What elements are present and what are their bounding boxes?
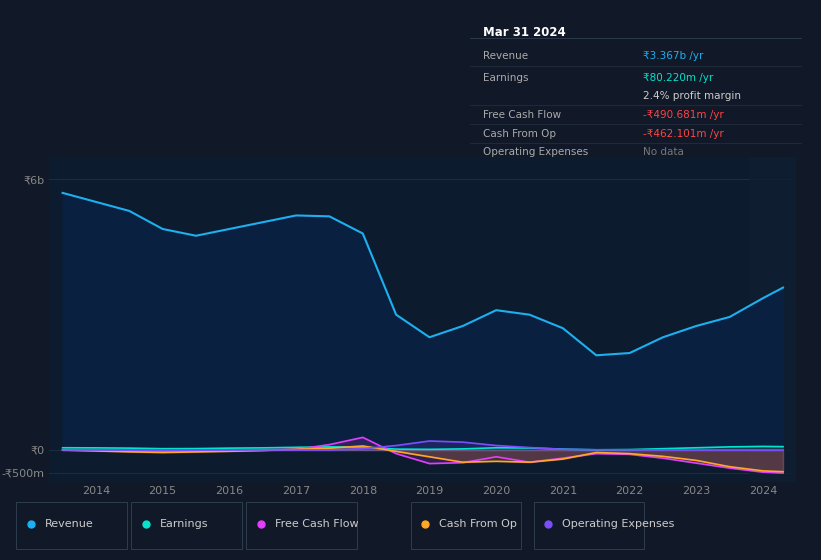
Text: Free Cash Flow: Free Cash Flow	[483, 110, 561, 120]
Text: Earnings: Earnings	[483, 73, 529, 83]
Text: Free Cash Flow: Free Cash Flow	[275, 519, 359, 529]
Text: ₹3.367b /yr: ₹3.367b /yr	[643, 51, 703, 60]
Text: ₹80.220m /yr: ₹80.220m /yr	[643, 73, 713, 83]
Text: Mar 31 2024: Mar 31 2024	[483, 26, 566, 39]
Text: No data: No data	[643, 147, 683, 157]
Bar	[750, 157, 796, 482]
Text: -₹490.681m /yr: -₹490.681m /yr	[643, 110, 723, 120]
Text: Operating Expenses: Operating Expenses	[483, 147, 588, 157]
Text: Earnings: Earnings	[160, 519, 209, 529]
Text: Revenue: Revenue	[483, 51, 528, 60]
Text: 2.4% profit margin: 2.4% profit margin	[643, 91, 741, 101]
Text: Cash From Op: Cash From Op	[439, 519, 517, 529]
Text: Revenue: Revenue	[45, 519, 94, 529]
Text: -₹462.101m /yr: -₹462.101m /yr	[643, 129, 723, 139]
Text: Operating Expenses: Operating Expenses	[562, 519, 675, 529]
Text: Cash From Op: Cash From Op	[483, 129, 556, 139]
